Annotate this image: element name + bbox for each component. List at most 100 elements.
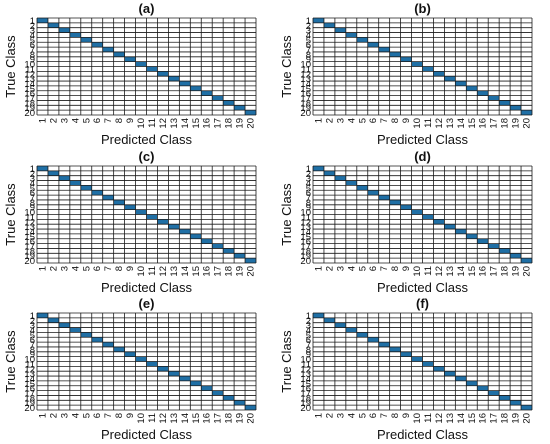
matrix-cell xyxy=(521,405,532,410)
matrix-cell xyxy=(135,61,147,67)
x-tick-label: 12 xyxy=(434,413,445,424)
y-tick-label: 15 xyxy=(300,379,311,390)
matrix-cell xyxy=(212,95,224,101)
matrix-cell xyxy=(345,327,357,333)
confusion-matrix-panel: (b)1 2 3 4 5 6 7 8 9 10 11 12 13 14 15 16 17 18 19 20123456… xyxy=(279,1,533,147)
y-tick-label: 20 xyxy=(300,256,311,267)
y-tick-label: 15 xyxy=(300,232,311,243)
matrix-cell xyxy=(58,175,70,181)
x-tick-label: 16 xyxy=(478,413,489,424)
matrix-cell xyxy=(378,47,390,52)
y-tick-label: 14 xyxy=(300,374,311,385)
x-axis-label: Predicted Class xyxy=(101,280,193,295)
y-tick-label: 15 xyxy=(24,232,35,243)
matrix-cell xyxy=(190,85,202,91)
x-tick-label: 3 xyxy=(59,118,70,123)
matrix-cell xyxy=(477,385,489,391)
x-tick-label: 14 xyxy=(456,118,467,129)
matrix-cell xyxy=(313,313,324,318)
matrix-cell xyxy=(234,400,246,406)
confusion-matrix-panel: (c)1 2 3 4 5 6 7 8 9 10 11 12 13 14 15 16 17 18 19 20123456… xyxy=(3,149,257,295)
y-tick-label: 1 xyxy=(30,311,35,322)
x-tick-label: 8 xyxy=(390,266,401,271)
matrix-cell xyxy=(400,204,412,210)
y-tick-label: 5 xyxy=(306,183,311,194)
matrix-cell xyxy=(212,390,224,396)
matrix-cell xyxy=(179,229,191,234)
x-tick-label: 2 xyxy=(48,118,59,123)
matrix-cell xyxy=(313,166,324,171)
x-tick-label: 20 xyxy=(246,266,257,277)
y-tick-label: 4 xyxy=(306,325,311,336)
x-tick-label: 8 xyxy=(390,118,401,123)
matrix-cell xyxy=(433,219,445,225)
matrix-cell xyxy=(323,317,335,323)
x-tick-label: 10 xyxy=(136,118,147,129)
matrix-cell xyxy=(411,61,423,67)
y-axis-label: True Class xyxy=(3,330,18,393)
matrix-cell xyxy=(334,175,346,181)
matrix-cell xyxy=(356,37,368,43)
y-tick-label: 15 xyxy=(24,84,35,95)
x-tick-label: 9 xyxy=(401,266,412,271)
x-tick-label: 10 xyxy=(136,266,147,277)
y-tick-label: 5 xyxy=(306,330,311,341)
x-tick-label: 14 xyxy=(180,118,191,129)
matrix-cell xyxy=(69,180,81,186)
x-axis-label: Predicted Class xyxy=(101,427,193,442)
matrix-cell xyxy=(433,71,445,77)
matrix-cell xyxy=(102,342,114,347)
matrix-cell xyxy=(510,400,522,406)
y-tick-label: 2 xyxy=(30,21,35,32)
x-tick-label: 13 xyxy=(445,413,456,424)
x-tick-label: 7 xyxy=(103,266,114,271)
x-tick-label: 17 xyxy=(213,118,224,129)
x-tick-label: 18 xyxy=(500,413,511,424)
y-tick-label: 12 xyxy=(300,364,311,375)
matrix-cell xyxy=(433,366,445,372)
y-tick-label: 12 xyxy=(300,217,311,228)
y-tick-label: 18 xyxy=(300,98,311,109)
y-axis-label: True Class xyxy=(3,183,18,246)
matrix-cell xyxy=(80,37,92,43)
matrix-cell xyxy=(323,170,335,176)
x-tick-label: 4 xyxy=(70,266,81,271)
x-tick-label: 6 xyxy=(368,266,379,271)
x-axis-label: Predicted Class xyxy=(101,132,193,147)
x-tick-label: 7 xyxy=(103,118,114,123)
matrix-cell xyxy=(168,371,180,377)
y-tick-label: 9 xyxy=(306,55,311,66)
y-axis-label: True Class xyxy=(3,35,18,98)
y-tick-label: 6 xyxy=(306,40,311,51)
y-tick-label: 1 xyxy=(30,16,35,27)
x-tick-label: 12 xyxy=(434,266,445,277)
x-tick-label: 10 xyxy=(412,413,423,424)
matrix-cell xyxy=(47,317,59,323)
x-tick-label: 15 xyxy=(191,413,202,424)
panel-title: (f) xyxy=(416,296,429,311)
y-tick-label: 6 xyxy=(306,188,311,199)
panel-title: (e) xyxy=(139,296,155,311)
matrix-cell xyxy=(157,71,169,77)
x-tick-label: 19 xyxy=(235,266,246,277)
x-tick-label: 5 xyxy=(357,266,368,271)
y-tick-label: 3 xyxy=(30,321,35,332)
matrix-cell xyxy=(37,18,48,23)
confusion-matrix-panel: (e)1 2 3 4 5 6 7 8 9 10 11 12 13 14 15 16 17 18 19 20123456… xyxy=(3,296,257,442)
matrix-cell xyxy=(499,248,511,254)
matrix-cell xyxy=(378,342,390,347)
x-tick-label: 15 xyxy=(467,413,478,424)
matrix-cell xyxy=(455,81,467,86)
matrix-cell xyxy=(356,332,368,338)
x-tick-label: 5 xyxy=(357,118,368,123)
matrix-cell xyxy=(80,332,92,338)
y-tick-label: 11 xyxy=(25,64,35,75)
y-axis-label: True Class xyxy=(279,330,294,393)
x-tick-label: 9 xyxy=(125,118,136,123)
matrix-cell xyxy=(411,209,423,215)
x-axis-label: Predicted Class xyxy=(377,280,469,295)
matrix-cell xyxy=(58,27,70,33)
x-tick-label: 6 xyxy=(92,266,103,271)
matrix-cell xyxy=(345,32,357,38)
y-tick-label: 10 xyxy=(24,355,35,366)
